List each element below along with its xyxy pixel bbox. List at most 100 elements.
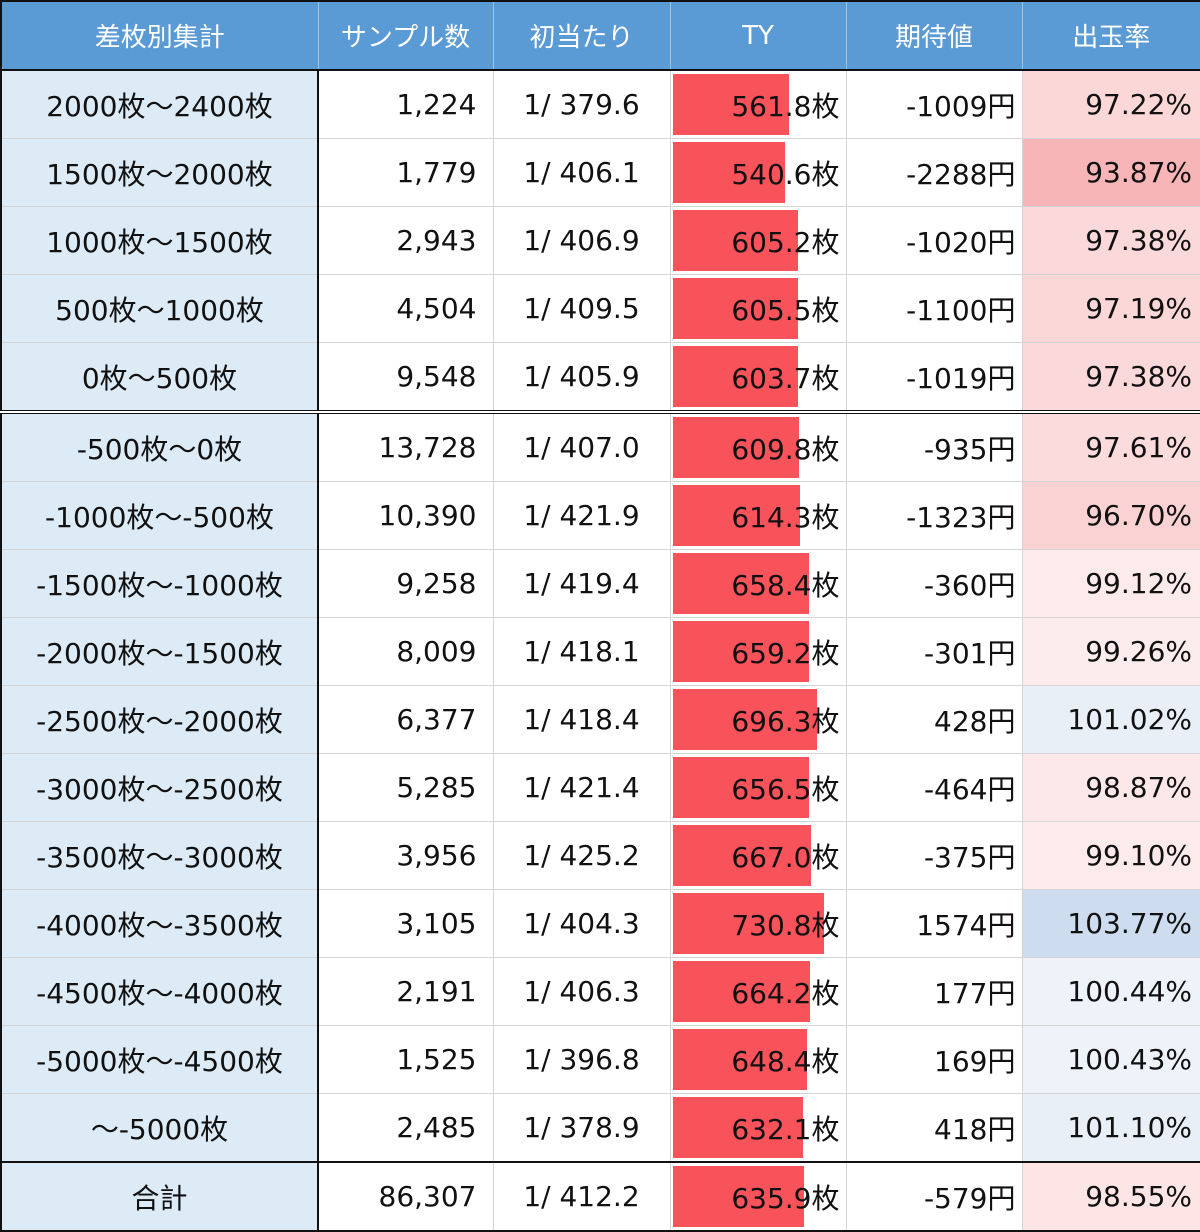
range-label: 500枚〜1000枚: [0, 274, 319, 343]
ty-value: 664.2枚: [731, 976, 840, 1010]
first-hit-probability: 1/ 412.2: [492, 1161, 671, 1232]
ty-value: 540.6枚: [731, 157, 840, 191]
table-row: 〜-5000枚 2,485 1/ 378.9 632.1枚 418円 101.10%: [0, 1093, 1200, 1163]
ty-cell: 667.0枚: [669, 821, 847, 890]
table-row: 1500枚〜2000枚 1,779 1/ 406.1 540.6枚 -2288円 93.8…: [0, 138, 1200, 207]
expected-value: -1100円: [845, 274, 1023, 343]
first-hit-probability: 1/ 419.4: [492, 549, 671, 618]
ty-bar: [672, 1097, 803, 1158]
payout-rate: 97.61%: [1021, 411, 1200, 482]
sample-count: 5,285: [317, 753, 494, 822]
first-hit-probability: 1/ 405.9: [492, 342, 671, 414]
payout-rate: 100.43%: [1021, 1025, 1200, 1094]
table-row: -2000枚〜-1500枚 8,009 1/ 418.1 659.2枚 -301円 99.…: [0, 617, 1200, 686]
ty-value: 648.4枚: [731, 1044, 840, 1078]
ty-bar: [672, 757, 809, 818]
first-hit-probability: 1/ 379.6: [492, 69, 671, 139]
first-hit-probability: 1/ 406.3: [492, 957, 671, 1026]
sample-count: 86,307: [317, 1161, 494, 1232]
expected-value: 1574円: [845, 889, 1023, 958]
range-label: -500枚〜0枚: [0, 411, 319, 482]
ty-bar: [672, 1029, 807, 1090]
payout-rate: 97.38%: [1021, 206, 1200, 275]
sample-count: 9,258: [317, 549, 494, 618]
first-hit-probability: 1/ 378.9: [492, 1093, 671, 1163]
ty-cell: 632.1枚: [669, 1093, 847, 1163]
sample-count: 2,485: [317, 1093, 494, 1163]
table-row: -4000枚〜-3500枚 3,105 1/ 404.3 730.8枚 1574円 103…: [0, 889, 1200, 958]
range-label: -1000枚〜-500枚: [0, 481, 319, 550]
first-hit-probability: 1/ 418.1: [492, 617, 671, 686]
expected-value: -579円: [845, 1161, 1023, 1232]
ty-bar: [672, 346, 798, 407]
sample-count: 2,191: [317, 957, 494, 1026]
ty-value: 632.1枚: [731, 1112, 840, 1146]
ty-value: 656.5枚: [731, 772, 840, 806]
first-hit-probability: 1/ 404.3: [492, 889, 671, 958]
range-label: -3000枚〜-2500枚: [0, 753, 319, 822]
expected-value: 169円: [845, 1025, 1023, 1094]
ty-value: 614.3枚: [731, 500, 840, 534]
sample-count: 3,105: [317, 889, 494, 958]
table-row: -4500枚〜-4000枚 2,191 1/ 406.3 664.2枚 177円 100.…: [0, 957, 1200, 1026]
ty-bar: [672, 417, 799, 478]
ty-value: 667.0枚: [731, 840, 840, 874]
ty-cell: 635.9枚: [669, 1161, 847, 1232]
expected-value: -301円: [845, 617, 1023, 686]
expected-value: -1323円: [845, 481, 1023, 550]
ty-bar: [672, 621, 809, 682]
expected-value: -2288円: [845, 138, 1023, 207]
table-row: -2500枚〜-2000枚 6,377 1/ 418.4 696.3枚 428円 101.…: [0, 685, 1200, 754]
total-label: 合計: [0, 1161, 319, 1232]
table-row: 1000枚〜1500枚 2,943 1/ 406.9 605.2枚 -1020円 97.3…: [0, 206, 1200, 275]
payout-rate: 97.19%: [1021, 274, 1200, 343]
ty-cell: 648.4枚: [669, 1025, 847, 1094]
header-range: 差枚別集計: [0, 0, 319, 71]
sample-count: 4,504: [317, 274, 494, 343]
payout-rate: 103.77%: [1021, 889, 1200, 958]
first-hit-probability: 1/ 425.2: [492, 821, 671, 890]
ty-value: 696.3枚: [731, 704, 840, 738]
payout-rate: 98.55%: [1021, 1161, 1200, 1232]
sample-count: 10,390: [317, 481, 494, 550]
range-label: -2000枚〜-1500枚: [0, 617, 319, 686]
sample-count: 1,525: [317, 1025, 494, 1094]
ty-bar: [672, 689, 817, 750]
table-row: -500枚〜0枚 13,728 1/ 407.0 609.8枚 -935円 97.61%: [0, 411, 1200, 482]
payout-rate: 96.70%: [1021, 481, 1200, 550]
expected-value: -464円: [845, 753, 1023, 822]
table-row: -1500枚〜-1000枚 9,258 1/ 419.4 658.4枚 -360円 99.…: [0, 549, 1200, 618]
ty-value: 609.8枚: [731, 432, 840, 466]
expected-value: -375円: [845, 821, 1023, 890]
header-expected-value: 期待値: [845, 0, 1023, 71]
expected-value: -1009円: [845, 69, 1023, 139]
payout-rate: 101.10%: [1021, 1093, 1200, 1163]
ty-value: 659.2枚: [731, 636, 840, 670]
ty-cell: 605.2枚: [669, 206, 847, 275]
range-label: 1500枚〜2000枚: [0, 138, 319, 207]
payout-rate: 97.38%: [1021, 342, 1200, 414]
ty-cell: 730.8枚: [669, 889, 847, 958]
table-body: 2000枚〜2400枚 1,224 1/ 379.6 561.8枚 -1009円 97.2…: [0, 69, 1200, 1232]
range-label: -3500枚〜-3000枚: [0, 821, 319, 890]
expected-value: -1019円: [845, 342, 1023, 414]
ty-value: 658.4枚: [731, 568, 840, 602]
expected-value: -360円: [845, 549, 1023, 618]
first-hit-probability: 1/ 406.9: [492, 206, 671, 275]
ty-bar: [672, 485, 800, 546]
range-label: 1000枚〜1500枚: [0, 206, 319, 275]
payout-rate: 99.10%: [1021, 821, 1200, 890]
header-row: 差枚別集計 サンプル数 初当たり TY 期待値 出玉率: [0, 0, 1200, 71]
first-hit-probability: 1/ 407.0: [492, 411, 671, 482]
ty-bar: [672, 893, 824, 954]
ty-bar: [672, 825, 811, 886]
ty-cell: 561.8枚: [669, 69, 847, 139]
table-row: 2000枚〜2400枚 1,224 1/ 379.6 561.8枚 -1009円 97.2…: [0, 69, 1200, 139]
ty-cell: 658.4枚: [669, 549, 847, 618]
payout-rate: 99.12%: [1021, 549, 1200, 618]
ty-cell: 609.8枚: [669, 411, 847, 482]
expected-value: 418円: [845, 1093, 1023, 1163]
ty-bar: [672, 961, 810, 1022]
ty-value: 605.2枚: [731, 225, 840, 259]
